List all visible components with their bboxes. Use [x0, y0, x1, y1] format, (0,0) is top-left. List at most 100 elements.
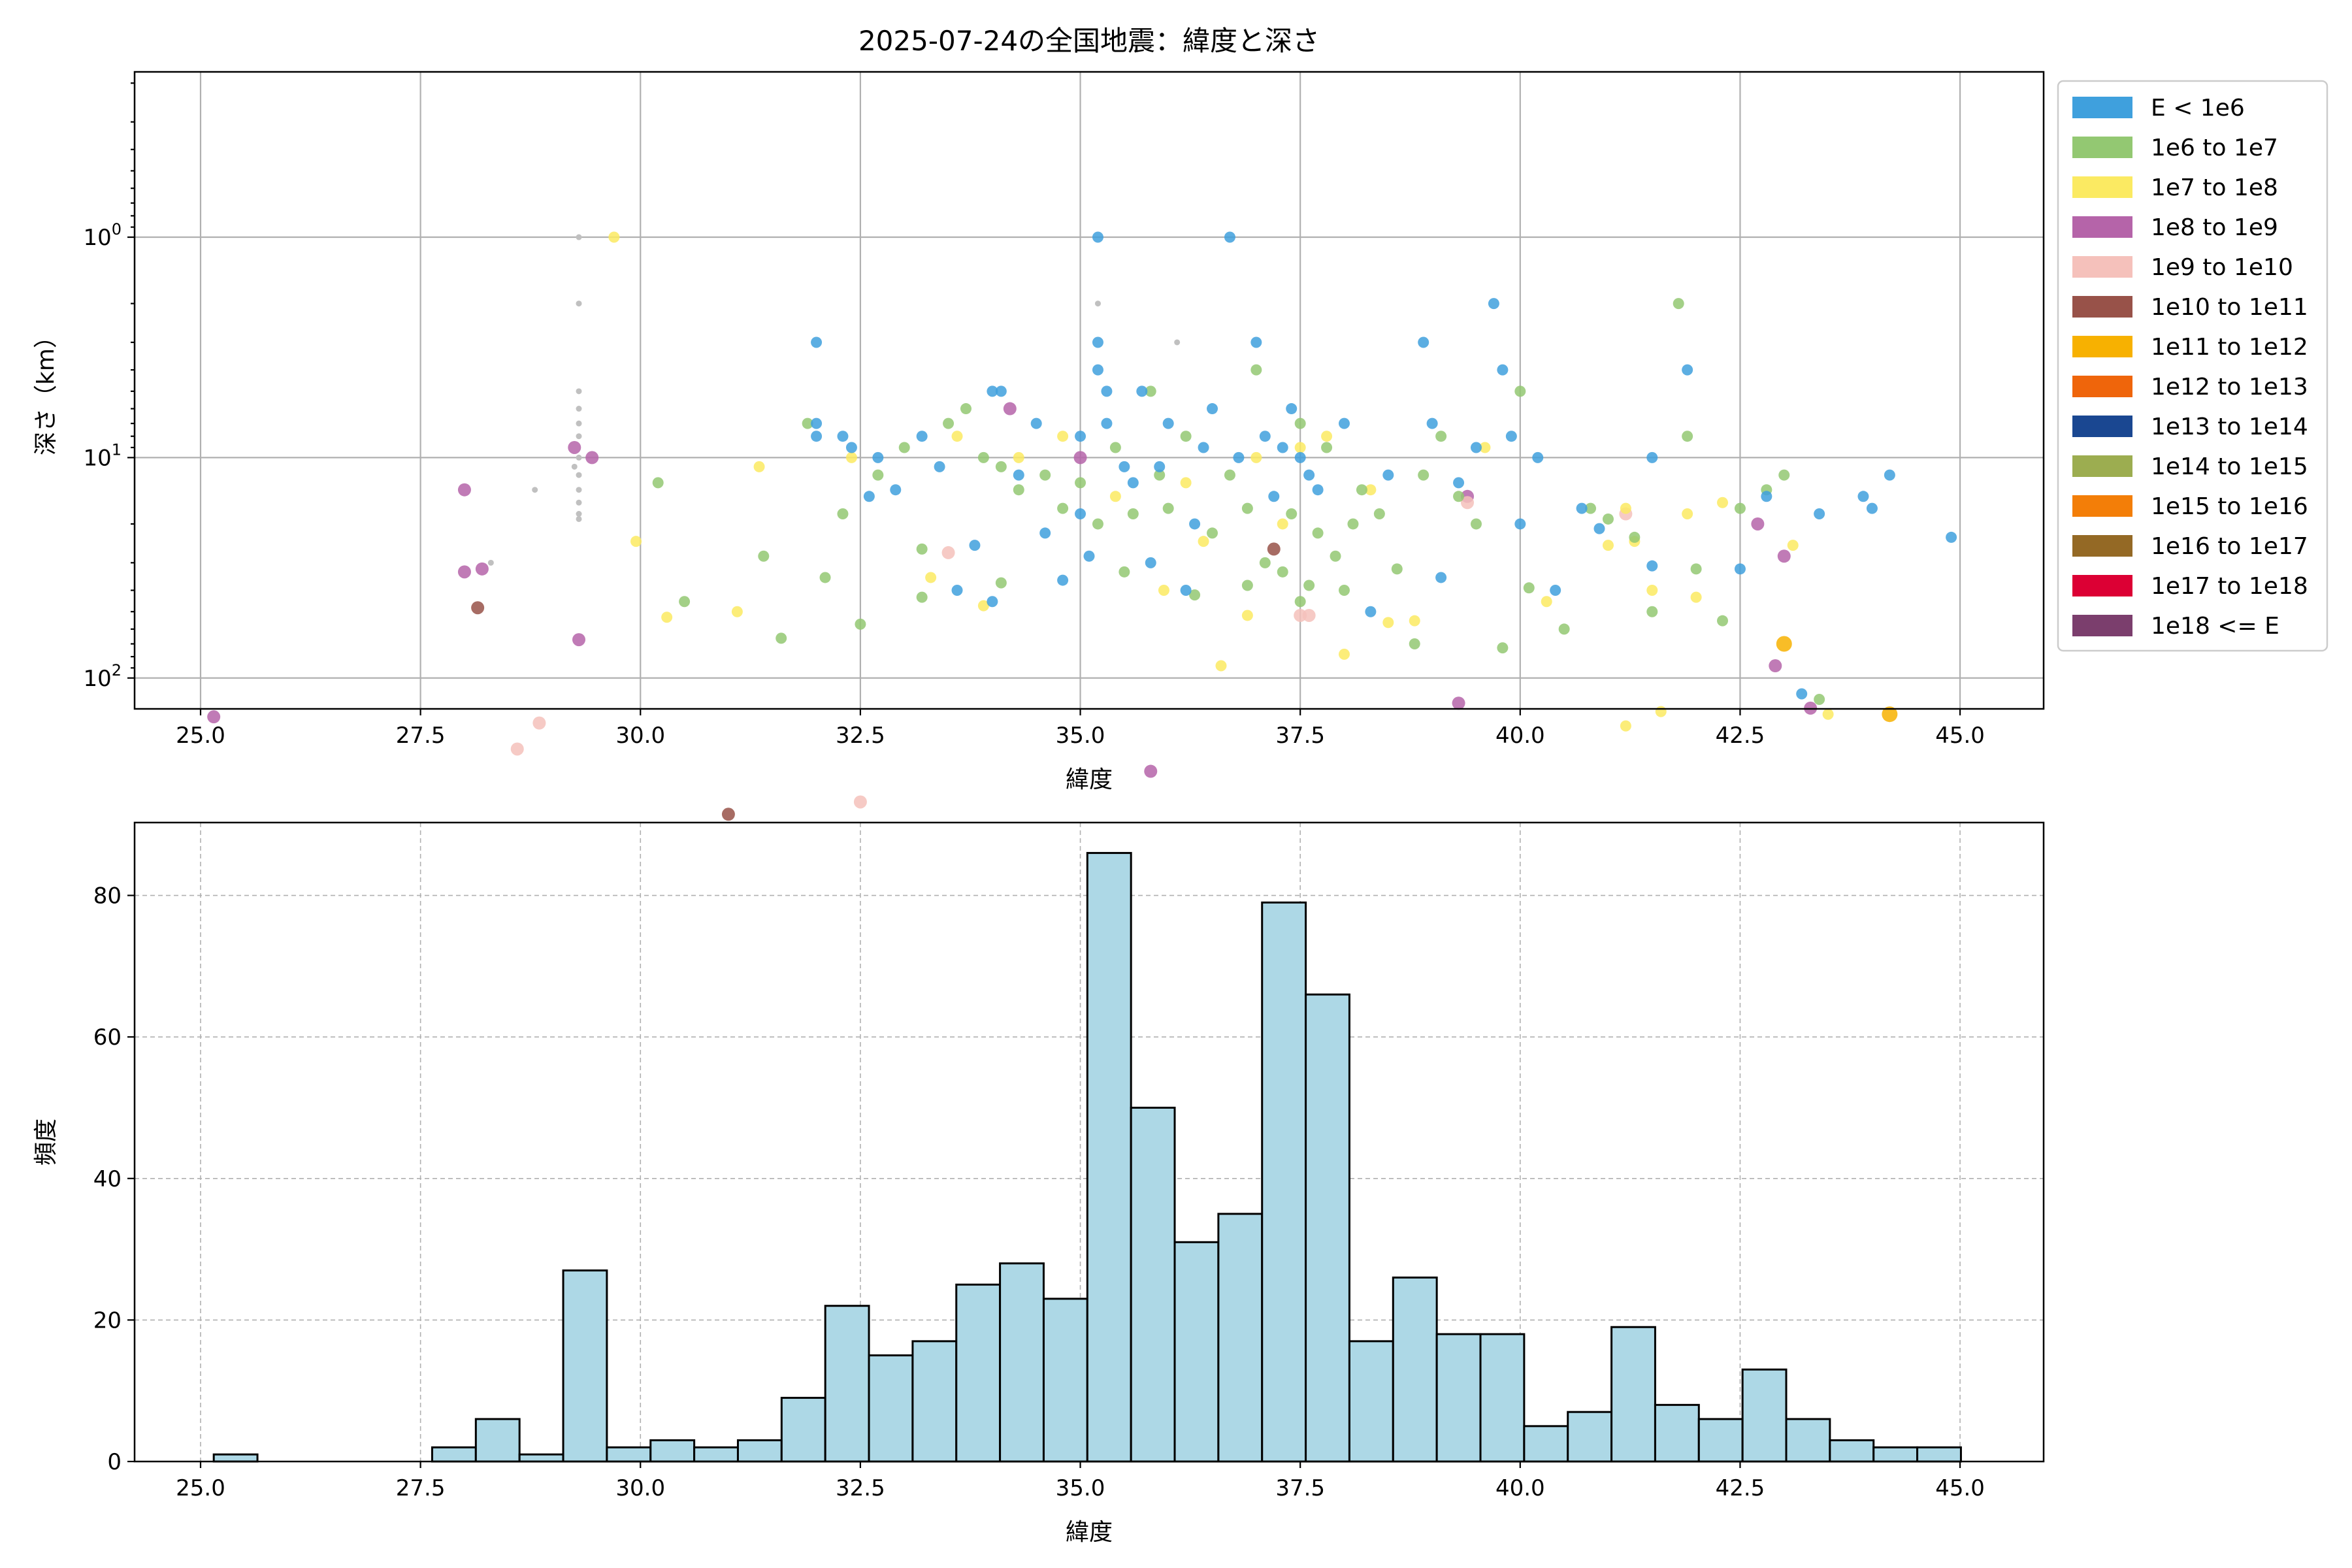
- scatter-point: [1409, 615, 1420, 627]
- histogram-bar: [1261, 901, 1307, 1463]
- scatter-point: [1822, 708, 1834, 720]
- legend-label: 1e17 to 1e18: [2151, 573, 2308, 600]
- histogram-bar: [474, 1418, 521, 1463]
- scatter-point: [457, 565, 471, 579]
- scatter-point: [1312, 484, 1324, 496]
- histogram-x-tick-label: 40.0: [1495, 1475, 1545, 1501]
- scatter-point: [837, 431, 849, 442]
- scatter-point: [1180, 431, 1192, 442]
- scatter-point: [934, 461, 945, 472]
- scatter-point: [1039, 527, 1051, 539]
- scatter-point: [1814, 693, 1825, 705]
- scatter-point: [1796, 688, 1808, 700]
- scatter-point: [1198, 442, 1209, 453]
- scatter-point: [837, 508, 849, 520]
- scatter-x-tick-label: 45.0: [1935, 723, 1985, 749]
- histogram-bar: [1523, 1425, 1569, 1463]
- scatter-point: [1119, 461, 1130, 472]
- scatter-point: [1075, 508, 1086, 520]
- scatter-point: [1180, 477, 1192, 489]
- scatter-point: [1057, 431, 1069, 442]
- scatter-point: [960, 403, 972, 415]
- scatter-point: [925, 572, 937, 583]
- scatter-point-small: [576, 388, 582, 395]
- scatter-point: [1259, 431, 1271, 442]
- scatter-point: [916, 543, 928, 555]
- legend-label: 1e6 to 1e7: [2151, 135, 2278, 161]
- scatter-point: [1338, 585, 1350, 596]
- scatter-point: [1013, 451, 1024, 463]
- scatter-x-tick-label: 40.0: [1495, 723, 1545, 749]
- scatter-point: [1207, 527, 1218, 539]
- histogram-bar: [911, 1340, 958, 1463]
- scatter-point-small: [576, 234, 582, 240]
- scatter-point: [995, 461, 1007, 472]
- scatter-point: [1470, 442, 1482, 453]
- scatter-point: [1207, 403, 1218, 415]
- scatter-point: [1083, 550, 1095, 562]
- scatter-point: [1286, 508, 1298, 520]
- scatter-point: [1602, 513, 1614, 525]
- histogram-bar: [1829, 1439, 1875, 1463]
- scatter-point: [652, 477, 664, 489]
- scatter-point-small: [532, 487, 538, 493]
- scatter-point: [872, 469, 884, 481]
- legend-label: 1e15 to 1e16: [2151, 493, 2308, 520]
- scatter-point: [1505, 431, 1517, 442]
- scatter-point: [1620, 502, 1631, 514]
- scatter-point: [1277, 442, 1288, 453]
- scatter-point: [872, 451, 884, 463]
- scatter-point: [1189, 589, 1201, 601]
- histogram-bar: [1872, 1446, 1919, 1463]
- scatter-point: [1682, 508, 1693, 520]
- scatter-point: [1777, 549, 1791, 563]
- scatter-point: [1776, 636, 1792, 652]
- scatter-point: [802, 417, 813, 429]
- scatter-point: [987, 385, 998, 397]
- scatter-point: [1303, 580, 1315, 591]
- histogram-x-tick-label: 37.5: [1275, 1475, 1325, 1501]
- scatter-point: [1646, 451, 1658, 463]
- scatter-point: [1092, 336, 1103, 348]
- histogram-bar: [212, 1453, 259, 1463]
- scatter-point: [1119, 566, 1130, 578]
- histogram-axes-frame: [133, 821, 2045, 1463]
- scatter-point: [1787, 540, 1799, 551]
- histogram-y-tick-label: 40: [93, 1166, 122, 1192]
- histogram-y-tick-label: 0: [107, 1449, 122, 1475]
- scatter-point: [863, 491, 875, 502]
- scatter-axes-frame: [133, 71, 2045, 710]
- scatter-point: [1717, 497, 1729, 508]
- legend-label: 1e16 to 1e17: [2151, 533, 2308, 560]
- scatter-point: [1013, 469, 1024, 481]
- histogram-bar: [1785, 1418, 1831, 1463]
- histogram-bar: [518, 1453, 564, 1463]
- histogram-bar: [736, 1439, 783, 1463]
- scatter-point: [1241, 610, 1253, 621]
- scatter-point: [1514, 385, 1526, 397]
- histogram-x-tick-label: 25.0: [176, 1475, 225, 1501]
- histogram-bar: [1610, 1326, 1656, 1463]
- scatter-point: [532, 716, 546, 730]
- scatter-point: [1778, 469, 1790, 481]
- scatter-point: [1101, 385, 1113, 397]
- histogram-bar: [780, 1397, 826, 1463]
- scatter-point: [1302, 608, 1316, 622]
- scatter-point: [1224, 231, 1235, 243]
- legend-label: 1e7 to 1e8: [2151, 174, 2278, 201]
- scatter-point-small: [576, 472, 582, 478]
- scatter-point: [1470, 518, 1482, 530]
- scatter-point-small: [576, 454, 582, 461]
- scatter-point: [1373, 508, 1385, 520]
- scatter-point: [1550, 585, 1561, 596]
- scatter-point: [819, 572, 831, 583]
- scatter-point: [995, 577, 1007, 589]
- legend-label: 1e11 to 1e12: [2151, 334, 2308, 361]
- scatter-point: [608, 231, 620, 243]
- scatter-point: [1646, 585, 1658, 596]
- scatter-point: [1866, 502, 1878, 514]
- scatter-point: [1461, 496, 1475, 510]
- scatter-point: [1250, 364, 1262, 376]
- scatter-point: [977, 600, 989, 612]
